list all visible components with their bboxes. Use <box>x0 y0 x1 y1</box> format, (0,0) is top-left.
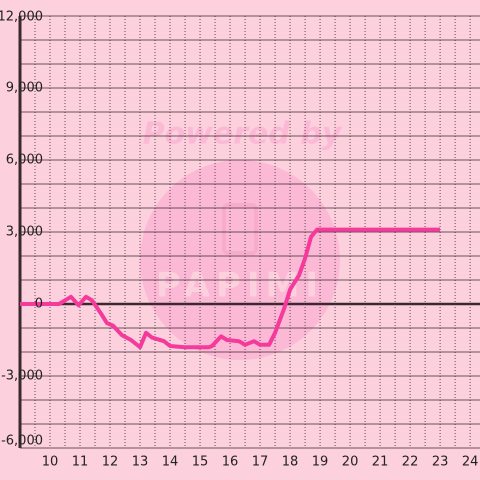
grid <box>18 15 480 449</box>
x-tick-label: 17 <box>252 455 269 470</box>
y-tick-label: 9,000 <box>6 81 43 96</box>
x-tick-label: 20 <box>342 455 359 470</box>
y-tick-label: 6,000 <box>6 153 43 168</box>
x-tick-label: 21 <box>372 455 389 470</box>
x-tick-label: 15 <box>192 455 209 470</box>
y-tick-label: 12,000 <box>0 10 43 25</box>
watermark-icon <box>222 203 258 255</box>
x-tick-label: 13 <box>132 455 149 470</box>
x-tick-label: 16 <box>222 455 239 470</box>
x-tick-label: 23 <box>432 455 449 470</box>
y-tick-label: 0 <box>35 297 43 312</box>
x-tick-label: 10 <box>42 455 59 470</box>
x-tick-label: 19 <box>312 455 329 470</box>
x-tick-label: 11 <box>72 455 89 470</box>
x-tick-label: 14 <box>162 455 179 470</box>
line <box>20 227 441 350</box>
y-tick-label: 3,000 <box>6 225 43 240</box>
plot <box>20 227 441 350</box>
x-tick-label: 22 <box>402 455 419 470</box>
x-tick-label: 12 <box>102 455 119 470</box>
watermark-top: Powered by <box>143 117 343 152</box>
x-tick-label: 18 <box>282 455 299 470</box>
x-tick-label: 24 <box>462 455 479 470</box>
y-tick-label: -3,000 <box>1 369 43 384</box>
y-tick-label: -6,000 <box>1 434 43 449</box>
